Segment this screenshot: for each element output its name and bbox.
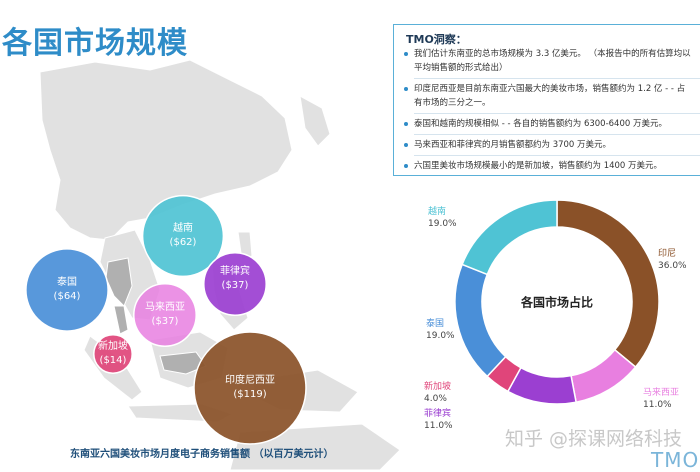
map-highlights: [105, 257, 207, 375]
bubble-vietnam: [141, 194, 225, 278]
donut-slice: [556, 199, 660, 369]
divider: [414, 78, 700, 79]
donut-label-indonesia: 印尼 36.0%: [658, 248, 687, 272]
bubble-indonesia: [193, 331, 307, 445]
donut-label-name: 越南: [428, 207, 447, 217]
tmo-item: 印度尼西亚是目前东南亚六国最大的美妆市场，销售额约为 1.2 亿 - - 占: [402, 82, 700, 96]
donut-label-name: 菲律宾: [424, 409, 452, 419]
tmo-item-continuation: 有市场的三分之一。: [414, 98, 491, 108]
map-caption: 东南亚六国美妆市场月度电子商务销售额 （以百万美元计）: [70, 449, 334, 460]
tmo-item: 六国里美妆市场规模最小的是新加坡，销售额约为 1400 万美元。: [402, 159, 700, 173]
donut-label-malaysia: 马来西亚 11.0%: [643, 387, 679, 411]
donut-label-vietnam: 越南 19.0%: [428, 206, 457, 230]
tmo-item-continuation: 平均销售额的形式给出）: [414, 63, 508, 73]
bubble-philippines: [203, 252, 267, 316]
donut-label-pct: 11.0%: [424, 421, 453, 431]
donut-label-name: 马来西亚: [643, 388, 680, 398]
bubble-label-indonesia: 印度尼西亚 ($119): [225, 375, 275, 400]
tmo-item: 马来西亚和菲律宾的月销售额都约为 3700 万美元。: [402, 138, 700, 152]
bubble-label-vietnam: 越南 ($62): [169, 223, 197, 248]
donut-label-philippines: 菲律宾 11.0%: [424, 408, 453, 432]
map-region-malaysia-peninsula: [113, 305, 129, 335]
donut-label-pct: 11.0%: [643, 400, 672, 410]
bubble-singapore: [93, 334, 133, 374]
donut-label-pct: 19.0%: [428, 219, 457, 229]
divider: [414, 134, 700, 135]
tmo-insights-box: TMO洞察： 我们估计东南亚的总市场规模为 3.3 亿美元。 （本报告中的所有估…: [393, 24, 700, 176]
tmo-heading: TMO洞察：: [406, 33, 467, 46]
bubble-thailand: [25, 248, 109, 332]
map-region-indonesia-islands: [159, 351, 207, 375]
page-title: 各国市场规模: [2, 26, 188, 61]
donut-slice: [461, 199, 558, 276]
watermark-text: 知乎 @探课网络科技: [505, 428, 683, 450]
tmo-list: 我们估计东南亚的总市场规模为 3.3 亿美元。 （本报告中的所有估算均以 平均销…: [402, 47, 700, 173]
donut-label-pct: 36.0%: [658, 261, 687, 271]
divider: [414, 113, 700, 114]
donut-label-name: 新加坡: [424, 382, 452, 392]
bubble-label-singapore: 新加坡 ($14): [98, 341, 128, 366]
bubble-malaysia: [133, 283, 197, 347]
tmo-item: 泰国和越南的规模相似 - - 各自的销售额约为 6300-6400 万美元。: [402, 117, 700, 131]
donut-label-name: 印尼: [658, 249, 677, 259]
map-region-korea-japan: [299, 95, 331, 147]
donut-label-singapore: 新加坡 4.0%: [424, 381, 451, 405]
donut-slice: [454, 263, 507, 378]
bubble-label-malaysia: 马来西亚 ($37): [145, 302, 185, 327]
bubble-label-thailand: 泰国 ($64): [53, 277, 81, 302]
donut-label-pct: 19.0%: [426, 331, 455, 341]
tmo-logo: TMO: [651, 448, 700, 472]
donut-center-title: 各国市场占比: [520, 295, 594, 310]
donut-label-pct: 4.0%: [424, 394, 447, 404]
tmo-item: 我们估计东南亚的总市场规模为 3.3 亿美元。 （本报告中的所有估算均以: [402, 47, 700, 61]
donut-label-name: 泰国: [426, 319, 445, 329]
divider: [414, 155, 700, 156]
bubbles-layer: [25, 194, 307, 445]
bubble-label-philippines: 菲律宾 ($37): [220, 266, 250, 291]
donut-slices: [454, 199, 660, 405]
donut-label-thailand: 泰国 19.0%: [426, 318, 455, 342]
